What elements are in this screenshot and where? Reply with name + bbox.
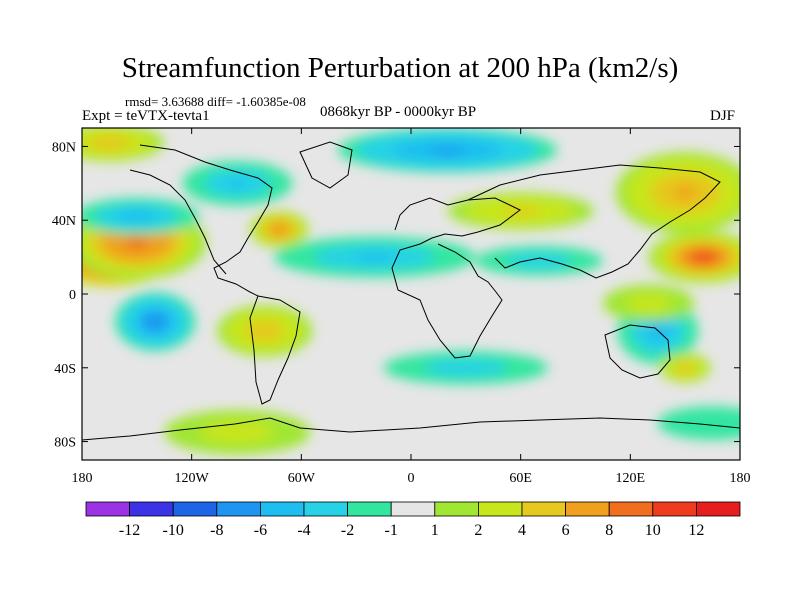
experiment-label: Expt = teVTX-tevta1 (82, 108, 210, 124)
colorbar-swatch (565, 501, 610, 517)
field-layer (82, 128, 740, 460)
colorbar-label: -12 (119, 522, 140, 539)
stats-line: rmsd= 3.63688 diff= -1.60385e-08 (125, 94, 306, 109)
field-contour (685, 414, 740, 432)
colorbar-label: -8 (210, 522, 223, 539)
colorbar-label: -10 (163, 522, 184, 539)
chart-title: Streamfunction Perturbation at 200 hPa (… (121, 52, 679, 84)
coast-north-america (139, 144, 273, 297)
field-contour (126, 213, 148, 220)
colorbar-swatch (652, 501, 697, 517)
colorbar-label: 10 (645, 522, 661, 539)
field-contour (255, 325, 275, 337)
y-tick-label: 80S (54, 436, 76, 451)
field-contour (354, 253, 395, 262)
x-tick-label: 0 (408, 471, 415, 486)
field-contour (680, 364, 691, 371)
coast-north-america-west (129, 169, 227, 275)
x-tick-label: 180 (730, 471, 751, 486)
field-contour (98, 139, 121, 147)
field-contour (125, 236, 149, 249)
field-contour (673, 185, 697, 200)
x-tick-label: 120E (616, 471, 646, 486)
colorbar-swatch (521, 501, 566, 517)
x-tick-label: 60W (288, 471, 316, 486)
coast-australia (604, 324, 671, 379)
colorbar-label: -2 (341, 522, 354, 539)
colorbar-label: 1 (431, 522, 439, 539)
y-tick-label: 80N (52, 140, 76, 155)
colorbar-label: -4 (297, 522, 310, 539)
colorbar: -12 -10 -8 -6 -4 -2 -1 1 2 4 6 8 10 12 (85, 501, 741, 539)
colorbar-swatch (477, 501, 523, 517)
field-contour (445, 363, 487, 372)
x-tick-label: 180 (72, 471, 93, 486)
period-label: 0868kyr BP - 0000kyr BP (320, 104, 477, 120)
coast-asia (467, 164, 721, 279)
field-contour (694, 252, 713, 262)
field-contour (429, 146, 466, 154)
colorbar-swatch (390, 501, 436, 517)
field-contour (200, 421, 274, 444)
colorbar-label: -6 (254, 522, 267, 539)
field-contour (226, 178, 249, 188)
colorbar-swatch (696, 501, 741, 517)
colorbar-swatch (172, 501, 218, 517)
coast-greenland (299, 141, 353, 189)
colorbar-swatch (129, 501, 174, 517)
coast-antarctica (82, 417, 740, 441)
x-axis: 180 120W 60W 0 60E 120E 180 (72, 128, 751, 486)
field-contour (274, 226, 285, 233)
y-tick-label: 40N (52, 214, 76, 229)
colorbar-label: 12 (688, 522, 704, 539)
y-axis: 80N 40N 0 40S 80S (52, 140, 740, 451)
colorbar-swatch (608, 501, 654, 517)
field-contour (625, 294, 672, 313)
colorbar-swatch (85, 501, 130, 517)
colorbar-label: -1 (385, 522, 398, 539)
field-contour (148, 316, 162, 327)
y-tick-label: 0 (69, 288, 76, 303)
colorbar-swatch (303, 501, 348, 517)
season-label: DJF (710, 108, 736, 124)
colorbar-label: 8 (605, 522, 613, 539)
colorbar-label: 4 (518, 522, 526, 539)
colorbar-swatch (216, 501, 261, 517)
coast-south-america (249, 295, 301, 405)
y-tick-label: 40S (54, 362, 76, 377)
x-tick-label: 120W (175, 471, 210, 486)
x-tick-label: 60E (509, 471, 532, 486)
coastlines (82, 141, 740, 441)
colorbar-swatch (434, 501, 479, 517)
colorbar-label: 6 (562, 522, 570, 539)
colorbar-swatch (347, 501, 392, 517)
field-contour (522, 257, 555, 265)
field-contour (502, 206, 539, 216)
colorbar-swatch (259, 501, 305, 517)
colorbar-label: 2 (474, 522, 482, 539)
